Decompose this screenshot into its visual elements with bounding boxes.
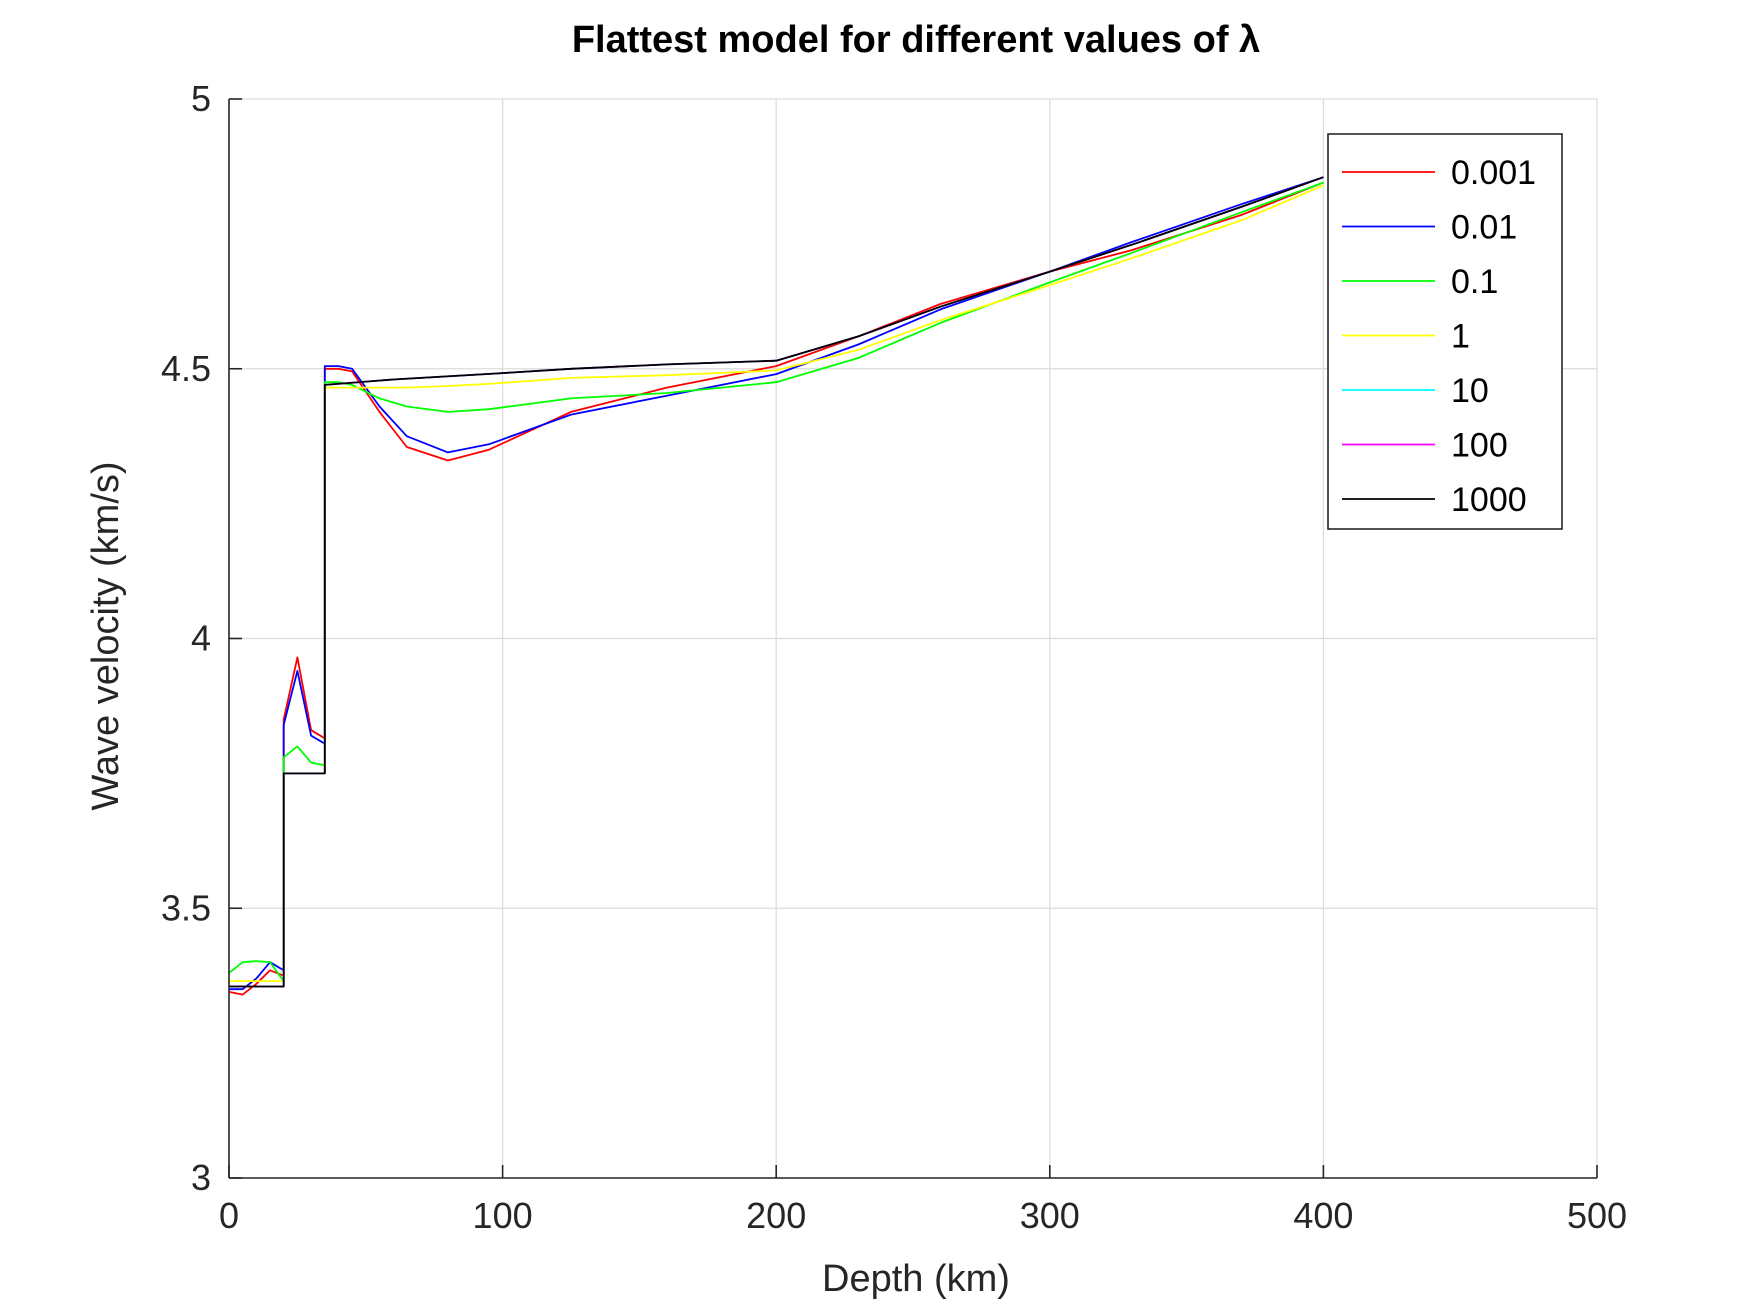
legend-label-0.01: 0.01 [1451,209,1517,247]
x-tick-label: 0 [219,1195,239,1236]
legend-label-1: 1 [1451,318,1470,356]
y-tick-label: 4 [191,618,211,659]
legend-label-1000: 1000 [1451,481,1527,519]
x-tick-label: 400 [1293,1195,1353,1236]
tick-labels: 0 100 200 300 400 500 3 3.5 4 4.5 5 [161,78,1627,1236]
legend-label-10: 10 [1451,372,1489,410]
legend-label-0.1: 0.1 [1451,263,1498,301]
legend-label-0.001: 0.001 [1451,154,1536,192]
y-tick-label: 3.5 [161,887,211,928]
legend: 0.001 0.01 0.1 1 10 100 1000 [1327,133,1563,530]
x-tick-label: 500 [1567,1195,1627,1236]
legend-box [1327,133,1563,530]
y-tick-label: 4.5 [161,348,211,389]
y-axis-label: Wave velocity (km/s) [85,461,127,810]
legend-label-100: 100 [1451,427,1508,465]
axes [228,98,1598,1179]
series-group [228,176,1324,996]
x-tick-label: 300 [1020,1195,1080,1236]
x-tick-label: 100 [473,1195,533,1236]
series-line-1000 [229,176,1324,988]
chart-title: Flattest model for different values of λ [572,19,1260,61]
y-tick-label: 3 [191,1157,211,1198]
x-axis-label: Depth (km) [822,1258,1010,1300]
x-tick-label: 200 [746,1195,806,1236]
y-tick-label: 5 [191,78,211,119]
